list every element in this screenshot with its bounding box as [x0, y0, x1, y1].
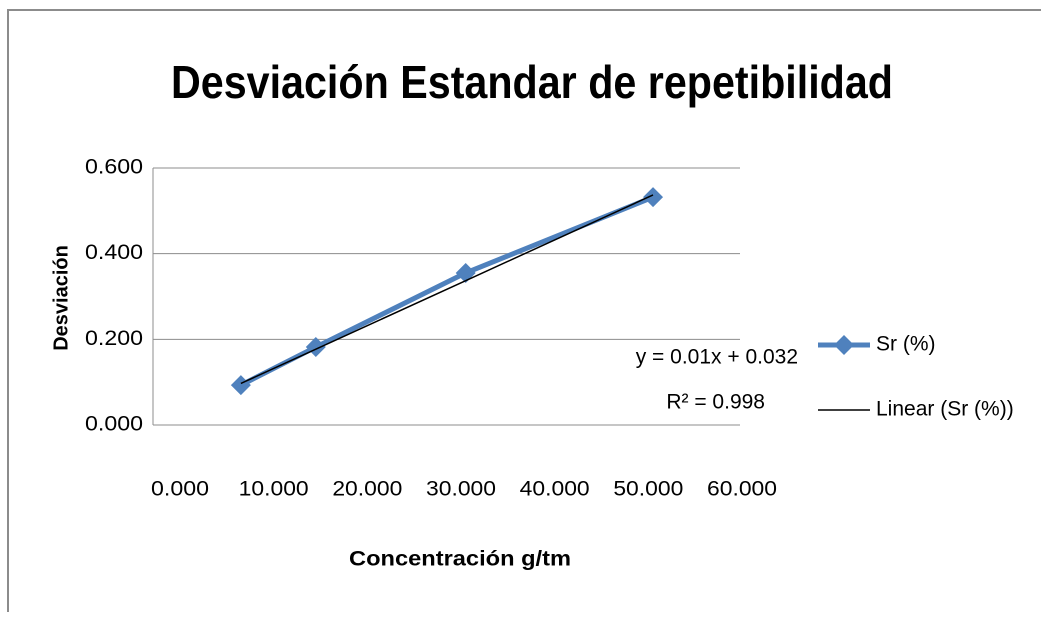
x-tick-label: 30.000: [426, 478, 496, 501]
x-tick-label: 60.000: [707, 478, 777, 501]
marker: [305, 337, 326, 358]
x-tick-label: 20.000: [332, 478, 402, 501]
x-tick-label: 10.000: [239, 478, 309, 501]
chart-title: Desviación Estandar de repetibilidad: [171, 56, 893, 108]
marker: [230, 375, 251, 396]
series-line: [240, 194, 654, 385]
legend-marker: [834, 335, 854, 355]
y-tick-label: 0.400: [85, 241, 143, 264]
y-tick-label: 0.600: [85, 156, 143, 179]
series-line: [239, 194, 654, 388]
y-axis-label: Desviación: [50, 245, 72, 351]
chart-border: [7, 9, 1041, 612]
legend-label: Sr (%): [876, 333, 936, 356]
y-tick-label: 0.000: [85, 413, 143, 436]
x-tick-label: 40.000: [520, 478, 590, 501]
legend-label: Linear (Sr (%)): [876, 398, 1014, 421]
annotation: R² = 0.998: [666, 391, 765, 414]
x-axis-label: Concentración g/tm: [349, 548, 571, 571]
annotation: y = 0.01x + 0.032: [636, 346, 798, 369]
y-tick-label: 0.200: [85, 327, 143, 350]
x-tick-label: 50.000: [613, 478, 683, 501]
x-tick-label: 0.000: [151, 478, 209, 501]
marker: [643, 187, 664, 208]
